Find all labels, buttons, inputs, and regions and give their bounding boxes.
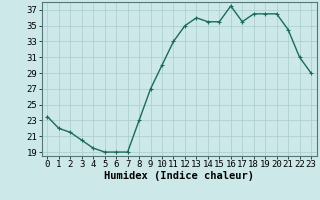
X-axis label: Humidex (Indice chaleur): Humidex (Indice chaleur): [104, 171, 254, 181]
